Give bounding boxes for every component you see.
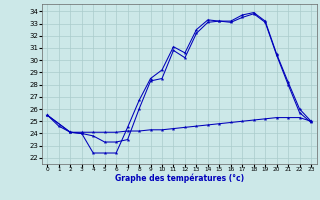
X-axis label: Graphe des températures (°c): Graphe des températures (°c)	[115, 174, 244, 183]
